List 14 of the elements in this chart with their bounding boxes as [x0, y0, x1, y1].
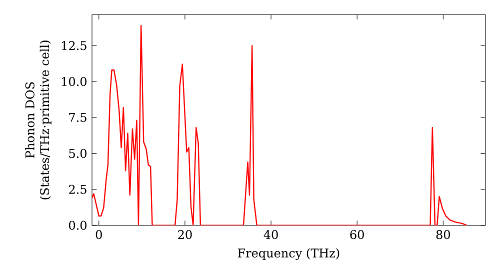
x-tick-label: 20 — [178, 230, 192, 240]
x-tick-label: 40 — [264, 230, 278, 240]
y-axis-title: Phonon DOS (States/THz·primitive cell) — [25, 40, 52, 200]
x-tick-label: 80 — [436, 230, 450, 240]
y-tick-label: 12.5 — [62, 41, 86, 50]
y-tick-label: 2.5 — [69, 184, 86, 194]
y-tick-label: 10.0 — [62, 76, 86, 86]
x-axis-title: Frequency (THz) — [238, 248, 340, 260]
line-series — [92, 24, 468, 226]
y-tick-label: 0.0 — [69, 220, 86, 230]
y-tick-label: 7.5 — [69, 113, 86, 122]
y-tick-label: 5.0 — [69, 148, 86, 158]
x-tick-label: 60 — [350, 230, 364, 240]
x-tick-label: 0 — [96, 230, 102, 240]
